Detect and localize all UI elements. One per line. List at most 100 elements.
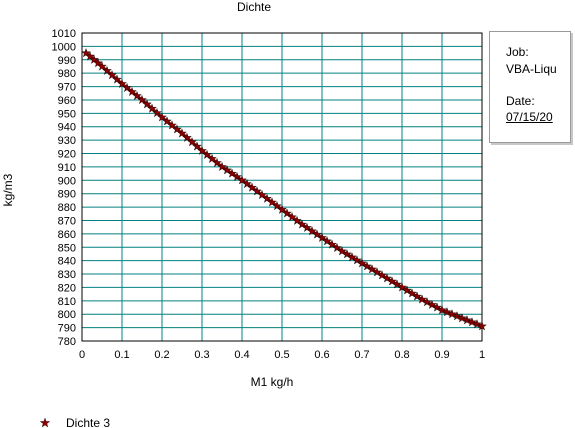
x-tick-label: 0.1 — [114, 349, 129, 361]
data-point-marker — [132, 90, 142, 101]
y-tick-labels: 7807908008108208308408508608708808909009… — [52, 28, 76, 348]
y-tick-label: 970 — [58, 82, 76, 94]
data-point-marker — [207, 153, 217, 164]
y-axis-label: kg/m3 — [1, 173, 15, 206]
legend-label: Dichte 3 — [66, 416, 110, 428]
data-point-marker — [122, 82, 132, 93]
data-point-marker — [192, 141, 202, 151]
y-tick-label: 950 — [58, 108, 76, 120]
y-tick-label: 1000 — [52, 41, 76, 53]
data-point-marker — [357, 258, 367, 268]
data-point-marker — [262, 193, 272, 203]
data-point-marker — [292, 215, 302, 225]
x-tick-label: 0.2 — [154, 349, 169, 361]
y-tick-label: 830 — [58, 269, 76, 281]
data-point-marker — [217, 161, 227, 172]
data-point-marker — [227, 168, 237, 178]
data-point-marker — [247, 182, 257, 192]
y-tick-label: 920 — [58, 149, 76, 161]
y-tick-label: 780 — [58, 336, 76, 348]
data-point-marker — [437, 305, 447, 315]
data-point-marker — [172, 124, 182, 134]
data-point-marker — [327, 239, 337, 249]
y-tick-label: 890 — [58, 189, 76, 201]
data-point-marker — [422, 297, 432, 307]
legend-star-marker — [39, 417, 51, 428]
data-point-marker — [147, 103, 157, 113]
y-tick-label: 1010 — [52, 28, 76, 40]
data-point-marker — [332, 242, 342, 253]
data-point-marker — [392, 279, 402, 289]
data-point-marker — [412, 291, 422, 301]
data-points — [81, 47, 487, 331]
data-point-marker — [462, 315, 472, 325]
y-tick-label: 870 — [58, 215, 76, 227]
y-tick-label: 910 — [58, 162, 76, 174]
data-point-marker — [367, 264, 377, 274]
data-point-marker — [272, 200, 282, 211]
data-point-marker — [232, 171, 242, 182]
x-tick-label: 0.3 — [194, 349, 209, 361]
data-point-marker — [257, 189, 267, 200]
data-point-marker — [282, 208, 292, 218]
data-point-marker — [382, 273, 392, 283]
x-tick-label: 0.5 — [274, 349, 289, 361]
date-label: Date: — [506, 94, 535, 108]
y-tick-label: 940 — [58, 122, 76, 134]
date-value: 07/15/20 — [506, 110, 553, 124]
x-tick-label: 0.8 — [394, 349, 409, 361]
x-tick-label: 0.7 — [354, 349, 369, 361]
data-point-marker — [337, 246, 347, 256]
data-point-marker — [137, 94, 147, 105]
x-axis-label: M1 kg/h — [251, 375, 294, 389]
data-point-marker — [342, 249, 352, 259]
data-point-marker — [322, 236, 332, 246]
job-label: Job: — [506, 45, 529, 59]
y-tick-label: 990 — [58, 55, 76, 67]
data-point-marker — [467, 317, 477, 327]
data-point-marker — [277, 204, 287, 214]
data-point-marker — [477, 321, 487, 331]
data-point-marker — [372, 267, 382, 277]
y-tick-label: 850 — [58, 242, 76, 254]
data-point-marker — [377, 270, 387, 280]
x-tick-label: 1 — [479, 349, 485, 361]
data-point-marker — [287, 212, 297, 222]
data-point-marker — [402, 285, 412, 295]
data-point-marker — [97, 61, 107, 71]
data-point-marker — [112, 74, 122, 84]
data-point-marker — [202, 149, 212, 159]
y-tick-label: 860 — [58, 229, 76, 241]
data-point-marker — [162, 116, 172, 126]
data-point-marker — [362, 261, 372, 271]
data-point-marker — [187, 137, 197, 147]
y-tick-label: 880 — [58, 202, 76, 214]
y-tick-label: 840 — [58, 256, 76, 268]
data-point-marker — [157, 112, 167, 122]
x-tick-label: 0 — [79, 349, 85, 361]
data-point-marker — [177, 128, 187, 138]
x-tick-labels: 0 0.1 0.2 0.3 0.4 0.5 0.6 0.7 0.8 0.9 1 — [79, 349, 485, 361]
data-point-marker — [397, 282, 407, 292]
data-point-marker — [167, 120, 177, 130]
data-point-marker — [387, 276, 397, 286]
info-box: Job: VBA-Liqu Date: 07/15/20 — [489, 31, 571, 143]
data-point-marker — [222, 165, 232, 175]
y-tick-label: 810 — [58, 296, 76, 308]
data-point-marker — [352, 255, 362, 265]
series-line — [85, 51, 483, 328]
data-point-marker — [212, 157, 222, 168]
data-point-marker — [117, 78, 127, 89]
y-tick-label: 980 — [58, 68, 76, 80]
y-tick-label: 930 — [58, 135, 76, 147]
legend: Dichte 3 — [39, 416, 110, 428]
y-tick-label: 900 — [58, 175, 76, 187]
chart-title: Dichte — [237, 0, 271, 14]
data-point-marker — [197, 145, 207, 155]
data-point-marker — [237, 175, 247, 185]
data-point-marker — [447, 309, 457, 319]
data-point-marker — [267, 197, 277, 207]
data-point-marker — [312, 229, 322, 239]
data-point-marker — [442, 307, 452, 317]
